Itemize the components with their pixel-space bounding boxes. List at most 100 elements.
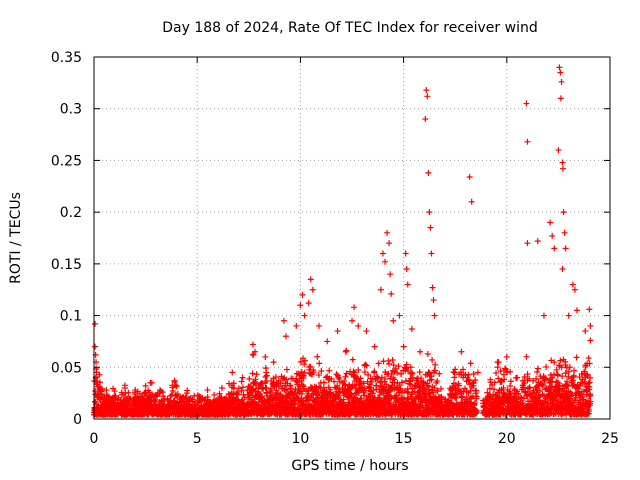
data-point [94, 378, 101, 385]
data-point [491, 379, 498, 386]
data-point [336, 375, 343, 382]
data-point [355, 322, 362, 329]
data-point [120, 398, 127, 404]
data-point [96, 371, 103, 378]
data-point [557, 69, 564, 76]
data-point [530, 377, 537, 384]
data-point [558, 364, 565, 371]
data-point [387, 375, 394, 382]
data-point [249, 341, 256, 348]
data-points [90, 64, 594, 418]
data-point [434, 388, 441, 395]
data-point [239, 399, 246, 406]
data-point [349, 356, 356, 363]
data-point [573, 307, 580, 314]
data-point [310, 369, 317, 376]
data-point [355, 367, 362, 374]
data-point [283, 366, 290, 373]
data-point [507, 382, 514, 389]
data-point [204, 387, 211, 394]
data-point [398, 371, 405, 378]
data-point [551, 245, 558, 252]
data-point [280, 317, 287, 324]
data-point [431, 312, 438, 319]
data-point [363, 328, 370, 335]
data-point [426, 209, 433, 216]
data-point [204, 394, 211, 401]
data-point [458, 348, 465, 355]
data-point [555, 147, 562, 154]
data-point [341, 378, 348, 385]
data-point [587, 398, 594, 405]
y-tick-label: 0.35 [51, 50, 82, 66]
data-point [554, 372, 561, 379]
data-point [473, 407, 480, 414]
data-point [560, 209, 567, 216]
data-point [468, 198, 475, 205]
data-point [400, 343, 407, 350]
data-point [534, 238, 541, 245]
data-point [493, 370, 500, 377]
data-point [396, 312, 403, 319]
data-point [313, 384, 320, 391]
data-point [378, 374, 385, 381]
data-point [263, 372, 270, 379]
data-point [373, 382, 380, 389]
data-point [379, 250, 386, 257]
data-point [343, 370, 350, 377]
data-point [167, 393, 174, 400]
data-point [520, 395, 527, 402]
data-point [293, 377, 300, 384]
data-point [270, 359, 277, 366]
data-point [233, 390, 240, 397]
data-point [249, 370, 256, 377]
data-point [92, 343, 99, 350]
data-point [490, 386, 497, 393]
data-point [299, 382, 306, 389]
data-point [586, 360, 593, 367]
data-point [586, 408, 593, 415]
data-point [149, 391, 156, 398]
data-point [262, 373, 269, 380]
data-point [316, 360, 323, 367]
data-point [290, 391, 297, 398]
data-point [307, 276, 314, 283]
y-tick-label: 0.05 [51, 360, 82, 376]
data-point [262, 353, 269, 360]
data-point [559, 165, 566, 172]
data-point [453, 391, 460, 398]
data-point [432, 361, 439, 368]
data-point [362, 387, 369, 394]
data-point [238, 387, 245, 394]
data-point [507, 368, 514, 375]
data-point [575, 386, 582, 393]
data-point [460, 366, 467, 373]
data-point [366, 393, 373, 400]
data-point [547, 372, 554, 379]
data-point [147, 379, 154, 386]
data-point [407, 364, 414, 371]
data-point [305, 300, 312, 307]
data-point [429, 389, 436, 396]
data-point [451, 369, 458, 376]
data-point [365, 371, 372, 378]
data-point [362, 361, 369, 368]
y-tick-label: 0.1 [60, 309, 82, 325]
data-point [424, 93, 431, 100]
data-point [96, 379, 103, 386]
data-point [503, 353, 510, 360]
data-point [334, 382, 341, 389]
data-point [320, 379, 327, 386]
data-point [536, 387, 543, 394]
data-point [466, 173, 473, 180]
data-point [253, 371, 260, 378]
data-point [173, 383, 180, 390]
data-point [184, 387, 191, 394]
data-point [349, 383, 356, 390]
axis-ticks: 0 5 10 15 20 25 0 0.05 0.1 0.15 0.2 0.25 0.3 0.35 [51, 50, 619, 447]
data-point [417, 348, 424, 355]
data-point [103, 387, 110, 394]
data-point [169, 387, 176, 394]
data-point [301, 312, 308, 319]
data-point [430, 297, 437, 304]
